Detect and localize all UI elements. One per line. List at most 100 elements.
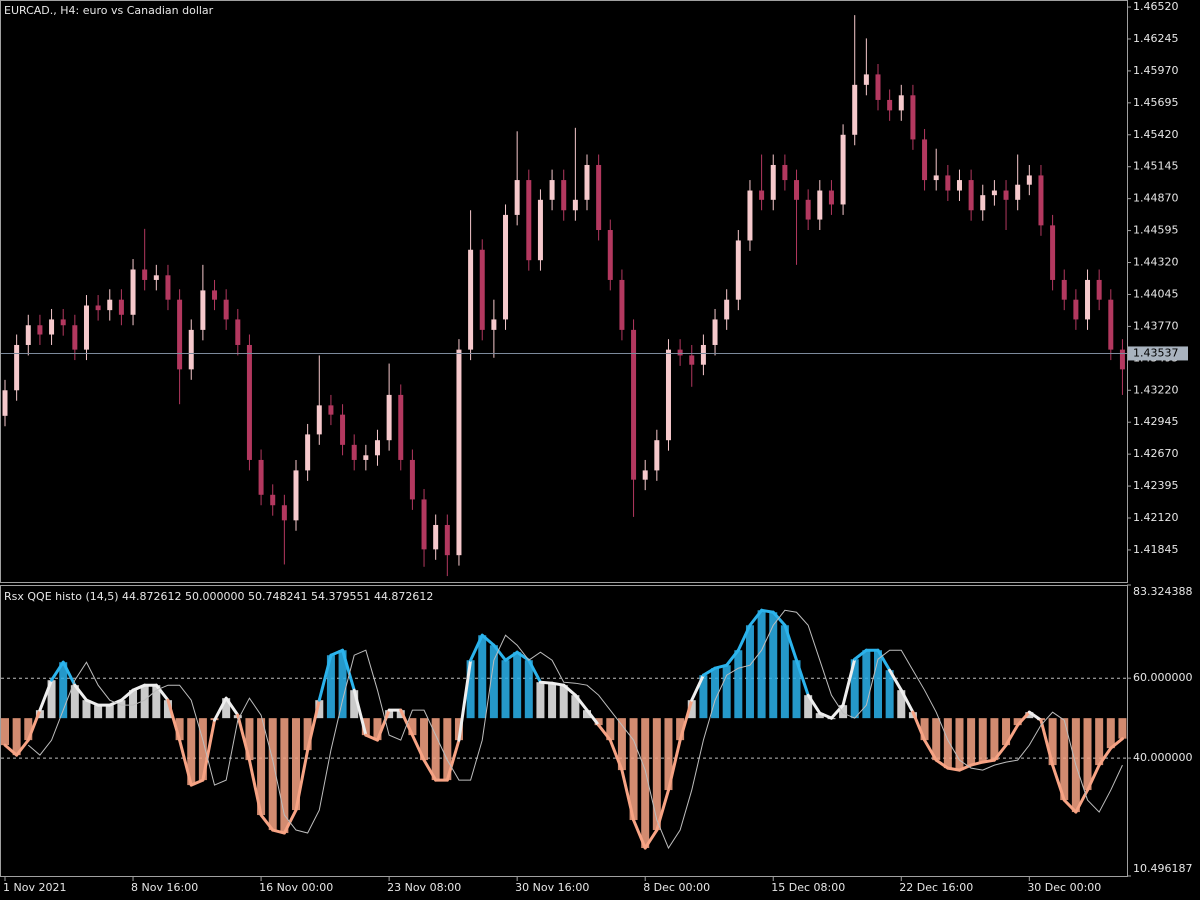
candle-body xyxy=(130,269,136,315)
rsx-line-segment xyxy=(259,813,275,832)
histogram-bar xyxy=(839,705,848,719)
x-tick-label: 8 Dec 00:00 xyxy=(643,881,710,894)
histogram-bar xyxy=(792,660,801,719)
x-tick-label: 15 Dec 08:00 xyxy=(771,881,845,894)
histogram-bar xyxy=(187,718,196,786)
rsx-line-segment xyxy=(783,623,799,662)
rsx-line-segment xyxy=(771,610,787,627)
last-price-label: 1.43537 xyxy=(1133,346,1179,359)
rsx-line-segment xyxy=(317,653,333,702)
candle-body xyxy=(421,499,427,550)
rsx-line-segment xyxy=(364,733,379,742)
histogram-bar xyxy=(815,713,824,719)
histogram-bar xyxy=(268,718,277,831)
rsx-line-segment xyxy=(690,673,705,702)
x-tick-label: 16 Nov 00:00 xyxy=(259,881,333,894)
candle-body xyxy=(665,349,671,441)
rsx-line-segment xyxy=(178,738,193,787)
rsx-line-segment xyxy=(341,648,356,692)
histogram-bar xyxy=(1118,718,1127,739)
rsx-line-segment xyxy=(934,758,950,770)
histogram-bar xyxy=(978,718,987,763)
histogram-bar xyxy=(850,659,859,719)
histogram-bar xyxy=(478,635,487,719)
candle-body xyxy=(1119,349,1125,370)
histogram-bar xyxy=(804,695,813,719)
rsx-line-segment xyxy=(643,828,659,850)
histogram-bar xyxy=(1002,718,1011,746)
rsx-line-segment xyxy=(806,693,822,715)
histogram-bar xyxy=(920,718,929,741)
y-tick-label: 1.45695 xyxy=(1133,96,1179,109)
y-tick-label: 1.44595 xyxy=(1133,224,1179,237)
candle-body xyxy=(991,190,997,196)
histogram-bar xyxy=(524,660,533,719)
histogram-bar xyxy=(734,650,743,719)
candle-body xyxy=(83,305,89,350)
candle-body xyxy=(351,444,357,460)
rsx-line-segment xyxy=(375,708,391,742)
histogram-bar xyxy=(303,718,312,751)
rsx-line-segment xyxy=(841,657,857,707)
x-tick-label: 8 Nov 16:00 xyxy=(131,881,198,894)
rsx-line-segment xyxy=(911,710,927,742)
histogram-bar xyxy=(769,612,778,719)
y-tick-label: 1.45970 xyxy=(1133,64,1179,77)
rsx-line-segment xyxy=(1016,710,1031,727)
candle-body xyxy=(747,190,753,241)
rsx-line-segment xyxy=(504,650,519,662)
histogram-bar xyxy=(722,665,731,719)
candle-body xyxy=(2,390,8,416)
rsx-line-segment xyxy=(608,738,624,772)
candle-body xyxy=(724,299,730,320)
rsx-line-segment xyxy=(550,681,566,687)
histogram-bar xyxy=(594,718,603,726)
candle-body xyxy=(468,249,474,350)
candle-body xyxy=(549,180,555,200)
rsx-line-segment xyxy=(632,818,647,850)
histogram-bar xyxy=(338,650,347,719)
y-tick-label: 1.44045 xyxy=(1133,287,1179,300)
rsx-line-segment xyxy=(201,718,217,782)
histogram-bar xyxy=(105,705,114,719)
candle-body xyxy=(456,349,462,556)
rsx-line-segment xyxy=(1039,718,1055,767)
y-tick-label: 1.42945 xyxy=(1133,415,1179,428)
chart-title: EURCAD., H4: euro vs Canadian dollar xyxy=(4,4,214,17)
candle-body xyxy=(828,190,834,205)
rsx-line-segment xyxy=(853,648,868,661)
y-tick-label: 1.45145 xyxy=(1133,160,1179,173)
candle-body xyxy=(863,74,869,85)
rsx-line-segment xyxy=(1062,798,1078,814)
y-tick-label: 1.44870 xyxy=(1133,192,1179,205)
candle-body xyxy=(200,290,206,330)
candle-body xyxy=(1038,175,1044,226)
candle-body xyxy=(25,325,31,345)
rsx-line-segment xyxy=(923,738,938,762)
rsx-line-segment xyxy=(620,768,636,822)
rsx-line-segment xyxy=(538,680,554,685)
candle-body xyxy=(49,319,55,335)
histogram-bar xyxy=(117,700,126,719)
rsx-line-segment xyxy=(247,758,263,817)
candle-body xyxy=(735,240,741,300)
candle-body xyxy=(782,164,788,181)
y-tick-label: 1.42670 xyxy=(1133,447,1179,460)
histogram-bar xyxy=(501,660,510,719)
rsx-line-segment xyxy=(480,633,496,647)
rsx-line-segment xyxy=(352,688,368,737)
histogram-bar xyxy=(245,718,254,761)
rsx-line-segment xyxy=(899,688,915,714)
rsx-line-segment xyxy=(829,703,845,720)
rsx-line-segment xyxy=(585,708,601,727)
candle-body xyxy=(1050,225,1056,280)
candle-body xyxy=(840,134,846,205)
histogram-bar xyxy=(152,685,161,719)
candle-body xyxy=(305,434,311,471)
rsx-line-segment xyxy=(725,648,740,667)
y-tick-label: 60.000000 xyxy=(1133,671,1193,684)
candle-body xyxy=(479,249,485,330)
candle-body xyxy=(759,190,765,200)
rsx-line-segment xyxy=(597,723,612,742)
candle-body xyxy=(340,414,346,445)
